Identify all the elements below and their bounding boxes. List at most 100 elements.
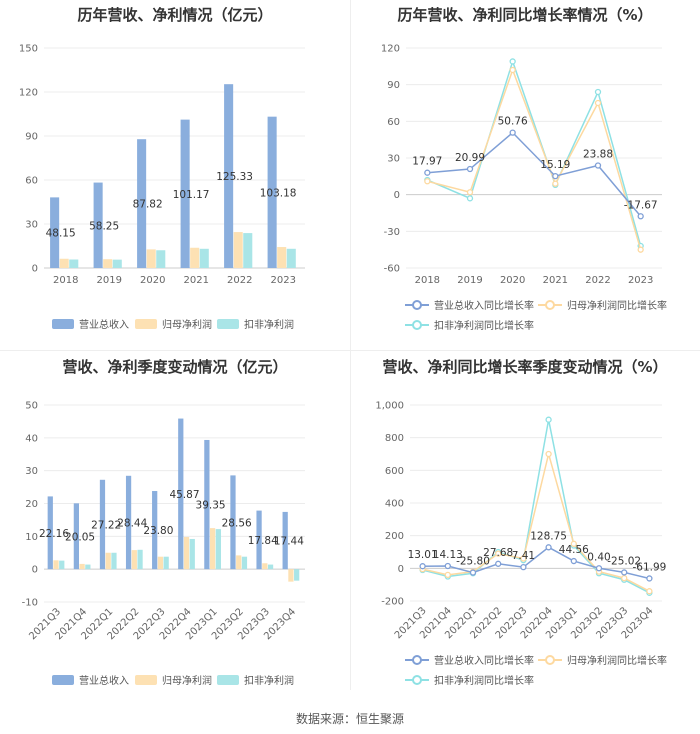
y-tick-label: 120 — [19, 88, 38, 99]
legend-label: 扣非净利润同比增长率 — [434, 676, 534, 687]
data-point — [621, 569, 628, 576]
legend-item-deducted-profit[interactable]: 扣非净利润 — [217, 316, 294, 331]
data-label: 13.01 — [408, 549, 438, 561]
data-point — [545, 416, 552, 423]
x-tick-label: 2020 — [500, 275, 525, 286]
legend-label: 营业总收入同比增长率 — [434, 301, 534, 312]
y-tick-label: 0 — [398, 564, 404, 575]
data-label: 45.87 — [169, 489, 199, 501]
bar — [163, 556, 169, 570]
data-point — [444, 571, 451, 579]
bar — [156, 250, 166, 268]
data-label: 15.19 — [540, 159, 570, 171]
data-point — [570, 557, 577, 565]
y-tick-label: 90 — [387, 80, 400, 91]
data-point — [545, 450, 552, 458]
data-point — [621, 574, 628, 582]
data-label: 103.18 — [260, 187, 297, 199]
y-tick-label: -10 — [22, 598, 38, 609]
legend-swatch — [405, 300, 429, 310]
legend-swatch — [52, 319, 74, 329]
legend-swatch — [217, 675, 239, 685]
legend-item-deducted-profit[interactable]: 扣非净利润 — [217, 672, 294, 687]
x-tick-label: 2022 — [585, 275, 610, 286]
data-label: 28.44 — [117, 517, 147, 529]
annual-growth-panel: 历年营收、净利同比增长率情况（%） -60 -30 0 30 60 90 120 2018 20… — [350, 0, 700, 350]
bar — [230, 475, 236, 570]
legend-swatch — [135, 675, 157, 685]
y-tick-label: -30 — [384, 227, 400, 238]
legend-swatch — [405, 655, 429, 665]
annual-revenue-profit-panel: 历年营收、净利情况（亿元） 0 30 60 90 120 150 2018 2019 2020 2… — [0, 0, 350, 350]
legend-item-revenue[interactable]: 营业总收入 — [52, 316, 129, 331]
data-label: 28.56 — [222, 517, 252, 529]
data-label: 87.82 — [133, 199, 163, 211]
legend-item-deducted-growth[interactable]: 扣非净利润同比增长率 — [405, 317, 534, 332]
series-line — [427, 67, 642, 250]
y-tick-label: 90 — [25, 132, 38, 143]
legend-item-deducted-growth[interactable]: 扣非净利润同比增长率 — [405, 672, 534, 687]
chart-title: 历年营收、净利情况（亿元） — [77, 6, 273, 24]
bar — [157, 556, 164, 570]
data-label: 14.13 — [433, 549, 463, 561]
legend-item-revenue[interactable]: 营业总收入 — [52, 672, 129, 687]
legend-label: 扣非净利润 — [244, 320, 294, 331]
bar — [99, 479, 106, 570]
data-label: 17.44 — [274, 536, 304, 548]
legend-label: 扣非净利润 — [244, 676, 294, 687]
data-point — [469, 569, 477, 576]
y-tick-label: 40 — [25, 433, 38, 444]
legend-item-revenue-growth[interactable]: 营业总收入同比增长率 — [405, 652, 534, 667]
data-point — [495, 550, 502, 557]
data-point — [466, 195, 474, 202]
bar — [85, 564, 91, 570]
data-point — [594, 99, 602, 107]
bar — [294, 569, 300, 581]
annual-growth-line-chart: -60 -30 0 30 60 90 120 2018 2019 2020 2021 2022 2023… — [381, 44, 662, 286]
data-label: 20.99 — [455, 152, 485, 164]
bar — [243, 233, 253, 268]
bar — [204, 439, 210, 570]
legend-item-net-growth[interactable]: 归母净利润同比增长率 — [538, 297, 667, 312]
y-tick-label: 60 — [387, 117, 400, 128]
series-line — [422, 546, 650, 580]
series-line — [422, 451, 650, 592]
data-label: 39.35 — [196, 500, 226, 512]
data-point — [545, 544, 552, 551]
data-label: 101.17 — [173, 189, 210, 201]
data-label: 27.22 — [91, 519, 121, 531]
data-label: 23.80 — [143, 525, 173, 537]
y-tick-label: 800 — [385, 433, 404, 444]
y-tick-label: 30 — [387, 154, 400, 165]
y-tick-label: 20 — [25, 499, 38, 510]
data-label: 20.05 — [65, 531, 95, 543]
data-label: 17.97 — [412, 156, 442, 168]
legend-item-revenue-growth[interactable]: 营业总收入同比增长率 — [405, 297, 534, 312]
legend-item-net-profit[interactable]: 归母净利润 — [135, 316, 212, 331]
bar — [47, 496, 53, 570]
legend-item-net-profit[interactable]: 归母净利润 — [135, 672, 212, 687]
data-point — [637, 213, 644, 220]
data-point — [444, 562, 451, 570]
y-tick-label: 120 — [381, 44, 400, 55]
bar — [137, 549, 143, 570]
bar — [183, 536, 190, 570]
series-line — [422, 419, 650, 594]
x-tick-label: 2019 — [97, 275, 122, 286]
bar — [241, 556, 248, 570]
legend-item-net-growth[interactable]: 归母净利润同比增长率 — [538, 652, 667, 667]
quarterly-revenue-profit-panel: 营收、净利季度变动情况（亿元） -10 0 10 20 30 40 50 2021Q3 2021… — [0, 352, 350, 702]
data-point — [520, 563, 527, 571]
chart-title: 营收、净利同比增长率季度变动情况（%） — [382, 358, 668, 376]
x-tick-label: 2020 — [140, 275, 165, 286]
bar — [262, 563, 268, 570]
y-tick-label: 400 — [385, 499, 404, 510]
annual-bar-chart: 0 30 60 90 120 150 2018 2019 2020 2021 2022 2023 48.… — [19, 44, 305, 286]
legend-swatch — [405, 320, 429, 330]
data-point — [637, 246, 644, 253]
legend-swatch — [538, 300, 562, 310]
bar — [209, 528, 216, 570]
bar — [111, 552, 117, 570]
legend-label: 归母净利润 — [162, 676, 212, 687]
bar — [215, 529, 221, 570]
